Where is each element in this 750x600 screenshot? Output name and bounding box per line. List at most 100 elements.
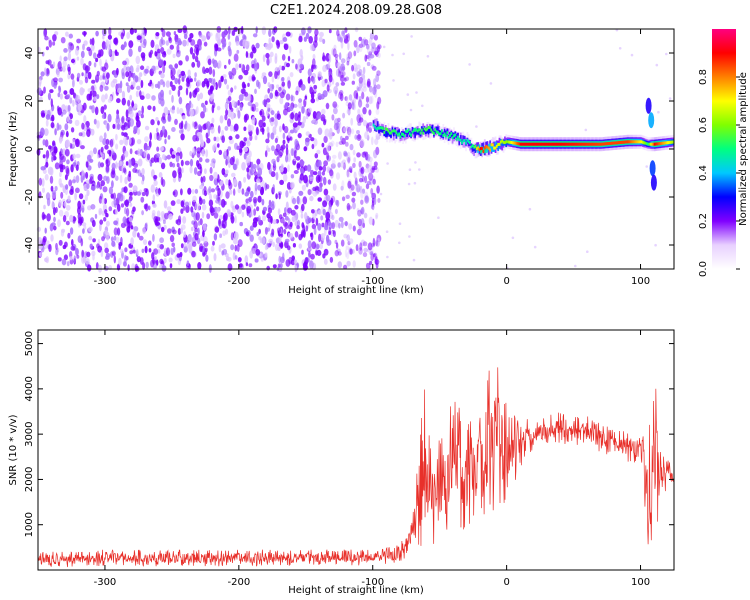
noise-dot [49, 175, 54, 184]
track-segment [435, 126, 438, 133]
noise-dot [265, 103, 271, 109]
noise-dot [86, 189, 90, 197]
noise-dot [313, 84, 318, 90]
noise-dot [244, 91, 249, 97]
noise-dot [70, 164, 74, 173]
noise-dot [112, 150, 115, 156]
track-segment [420, 127, 423, 137]
noise-dot [285, 147, 289, 157]
noise-dot [42, 154, 46, 159]
noise-dot [128, 159, 133, 168]
noise-dot [217, 143, 220, 148]
noise-dot [120, 203, 125, 208]
noise-dot [377, 52, 381, 59]
noise-dot [343, 152, 348, 157]
noise-dot [301, 203, 305, 212]
noise-dot [63, 90, 68, 95]
noise-dot [176, 253, 181, 258]
noise-dot [102, 35, 105, 40]
noise-dot [353, 40, 358, 48]
noise-dot [100, 146, 104, 153]
track-segment [510, 141, 513, 144]
noise-dot [267, 217, 273, 223]
track-segment [530, 142, 533, 146]
noise-dot [157, 120, 160, 126]
noise-dot [347, 32, 350, 42]
noise-dot [240, 88, 246, 94]
track-segment [553, 142, 556, 146]
noise-dot [586, 250, 589, 253]
noise-dot [192, 241, 197, 247]
noise-dot [251, 44, 255, 52]
noise-dot [141, 191, 146, 197]
track-segment [491, 146, 494, 152]
noise-dot [311, 143, 315, 150]
noise-dot [49, 89, 54, 94]
noise-dot [339, 52, 342, 60]
noise-dot [249, 168, 254, 173]
noise-dot [304, 212, 308, 220]
noise-dot [43, 86, 46, 94]
noise-dot [312, 111, 317, 119]
track-segment [470, 145, 473, 149]
noise-dot [314, 190, 320, 195]
noise-dot [61, 228, 66, 233]
track-segment [483, 147, 486, 154]
noise-dot [324, 128, 330, 137]
noise-dot [140, 79, 144, 89]
noise-dot [533, 245, 537, 249]
noise-dot [133, 163, 139, 168]
noise-dot [150, 184, 155, 193]
noise-dot [205, 149, 209, 158]
track-segment [581, 142, 584, 146]
track-segment [570, 142, 573, 146]
noise-dot [360, 191, 364, 199]
noise-dot [341, 180, 345, 189]
noise-dot [167, 115, 172, 123]
track-segment [374, 119, 376, 128]
track-segment [388, 131, 391, 135]
noise-dot [298, 243, 303, 249]
track-segment [653, 142, 656, 146]
noise-dot [69, 214, 74, 223]
noise-dot [196, 160, 200, 167]
noise-dot [342, 112, 346, 119]
noise-dot [151, 252, 155, 260]
track-segment [589, 142, 592, 146]
noise-dot [47, 92, 52, 101]
noise-dot [298, 35, 303, 43]
noise-dot [37, 237, 43, 245]
noise-dot [73, 255, 77, 264]
noise-dot [72, 100, 75, 107]
noise-dot [96, 184, 100, 189]
track-segment [498, 142, 501, 146]
noise-dot [144, 245, 148, 254]
noise-dot [116, 192, 122, 200]
noise-dot [189, 91, 192, 99]
noise-dot [310, 91, 315, 100]
colorbar-tick-label: 0.8 [698, 69, 709, 85]
noise-dot [361, 188, 366, 194]
noise-dot [319, 243, 324, 250]
noise-dot [239, 221, 243, 227]
noise-dot [112, 123, 116, 129]
noise-dot [287, 164, 290, 172]
noise-dot [368, 109, 372, 116]
noise-dot [346, 109, 350, 114]
noise-dot [254, 135, 258, 141]
noise-dot [346, 252, 350, 260]
track-segment [509, 140, 512, 144]
noise-dot [304, 95, 307, 100]
noise-dot [236, 243, 240, 252]
noise-dot [80, 145, 85, 150]
track-segment [631, 140, 633, 144]
track-segment [569, 142, 572, 146]
noise-dot [105, 255, 110, 260]
noise-dot [370, 204, 374, 210]
track-segment [593, 142, 596, 146]
noise-dot [45, 150, 50, 159]
noise-dot [136, 119, 141, 128]
noise-dot [262, 54, 266, 63]
noise-dot [136, 139, 142, 145]
